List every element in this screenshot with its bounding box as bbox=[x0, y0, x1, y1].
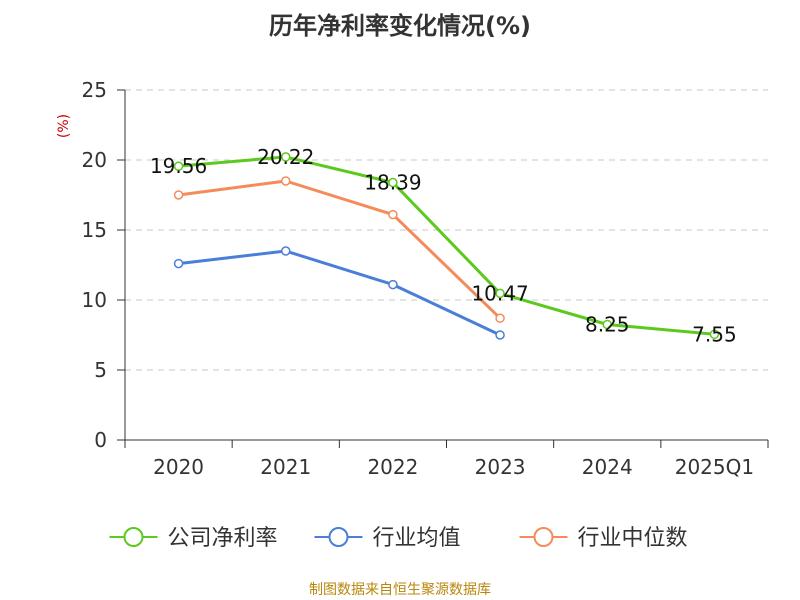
legend-marker bbox=[123, 527, 144, 547]
legend-label: 行业中位数 bbox=[578, 526, 688, 551]
data-point[interactable] bbox=[388, 177, 398, 188]
data-point[interactable] bbox=[602, 319, 612, 330]
legend-marker bbox=[328, 527, 349, 547]
data-point[interactable] bbox=[388, 209, 398, 220]
x-tick-label: 2021 bbox=[260, 455, 311, 479]
series-line bbox=[178, 179, 502, 320]
data-label: 20.22 bbox=[257, 145, 314, 169]
series-1 bbox=[173, 246, 505, 340]
x-tick-label: 2023 bbox=[475, 455, 526, 479]
data-label: 19.56 bbox=[150, 154, 207, 178]
legend-item-1[interactable]: 行业均值 bbox=[314, 526, 461, 551]
x-tick-label: 2020 bbox=[153, 455, 204, 479]
series-0 bbox=[173, 152, 720, 340]
legend: 公司净利率 行业均值 行业中位数 bbox=[109, 526, 688, 551]
source-note: 制图数据来自恒生聚源数据库 bbox=[309, 582, 491, 598]
data-point[interactable] bbox=[495, 313, 505, 323]
data-labels: 19.56 20.22 18.39 10.47 8.25 7.55 bbox=[150, 145, 737, 346]
legend-marker bbox=[533, 527, 554, 547]
data-point[interactable] bbox=[173, 258, 184, 269]
data-label: 18.39 bbox=[364, 171, 421, 195]
y-tick-label: 5 bbox=[94, 358, 107, 382]
data-point[interactable] bbox=[281, 152, 291, 162]
data-point[interactable] bbox=[173, 190, 184, 200]
series-group bbox=[173, 152, 720, 340]
data-label: 8.25 bbox=[585, 313, 630, 337]
legend-label: 行业均值 bbox=[373, 526, 461, 551]
series-line bbox=[178, 249, 501, 337]
y-tick-label: 0 bbox=[94, 428, 107, 452]
data-point[interactable] bbox=[495, 288, 505, 299]
x-tick-label: 2022 bbox=[367, 455, 418, 479]
data-point[interactable] bbox=[281, 246, 291, 256]
y-tick-label: 20 bbox=[82, 148, 107, 172]
y-axis-unit: (%) bbox=[56, 114, 72, 138]
data-label: 10.47 bbox=[471, 281, 528, 305]
data-point[interactable] bbox=[173, 161, 184, 171]
data-point[interactable] bbox=[281, 176, 291, 186]
data-point[interactable] bbox=[709, 329, 720, 340]
grid-lines bbox=[125, 89, 768, 371]
legend-item-0[interactable]: 公司净利率 bbox=[109, 526, 278, 551]
series-line bbox=[178, 155, 715, 336]
chart-title: 历年净利率变化情况(%) bbox=[269, 12, 531, 40]
y-tick-label: 10 bbox=[82, 288, 107, 312]
y-tick-label: 25 bbox=[82, 78, 107, 102]
x-tick-label: 2024 bbox=[582, 455, 633, 479]
legend-item-2[interactable]: 行业中位数 bbox=[519, 526, 688, 551]
axes: 0 5 10 15 20 25 2020 2021 2022 2023 2024 2025Q1 bbox=[82, 78, 769, 479]
data-point[interactable] bbox=[495, 330, 505, 340]
x-tick-label: 2025Q1 bbox=[675, 455, 754, 479]
data-point[interactable] bbox=[388, 279, 398, 290]
legend-label: 公司净利率 bbox=[168, 526, 278, 551]
series-2 bbox=[173, 176, 505, 323]
data-label: 7.55 bbox=[692, 322, 737, 346]
y-tick-label: 15 bbox=[82, 218, 107, 242]
